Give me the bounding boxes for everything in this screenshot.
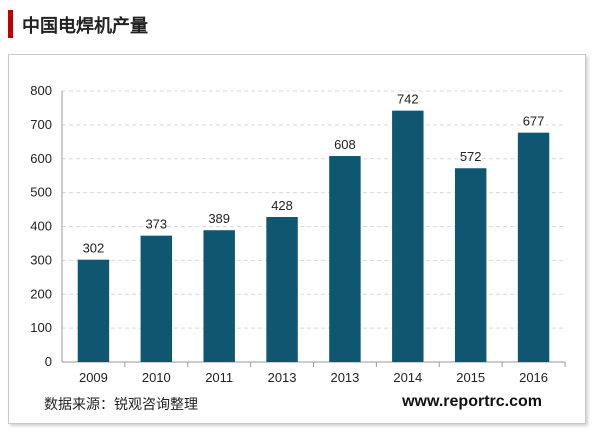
y-tick-label: 500 bbox=[30, 185, 52, 200]
website-link[interactable]: www.reportrc.com bbox=[402, 393, 542, 410]
title-accent-bar bbox=[8, 10, 13, 38]
y-tick-label: 400 bbox=[30, 219, 52, 234]
page-title: 中国电焊机产量 bbox=[22, 16, 148, 37]
bar bbox=[517, 132, 550, 362]
data-label: 742 bbox=[397, 92, 419, 107]
data-label: 373 bbox=[145, 217, 167, 232]
x-tick-label: 2013 bbox=[268, 370, 297, 385]
data-label: 572 bbox=[460, 149, 482, 164]
y-tick-label: 600 bbox=[30, 151, 52, 166]
data-label: 389 bbox=[208, 211, 230, 226]
bar bbox=[203, 230, 235, 362]
y-tick-label: 700 bbox=[30, 117, 52, 132]
bar bbox=[454, 168, 487, 362]
x-tick-label: 2010 bbox=[142, 370, 171, 385]
bar bbox=[77, 259, 110, 362]
x-tick-label: 2015 bbox=[456, 370, 485, 385]
bar bbox=[329, 156, 361, 362]
bar bbox=[140, 235, 173, 362]
y-tick-label: 200 bbox=[30, 286, 52, 301]
data-label: 428 bbox=[271, 198, 293, 213]
data-label: 677 bbox=[523, 114, 545, 129]
y-tick-label: 300 bbox=[30, 252, 52, 267]
x-tick-label: 2009 bbox=[79, 370, 108, 385]
x-tick-label: 2014 bbox=[393, 370, 422, 385]
y-tick-label: 100 bbox=[30, 320, 52, 335]
data-label: 608 bbox=[334, 137, 356, 152]
y-tick-label: 0 bbox=[45, 354, 52, 369]
data-source-note: 数据来源：锐观咨询整理 bbox=[44, 397, 198, 413]
x-tick-label: 2013 bbox=[330, 370, 359, 385]
x-tick-label: 2011 bbox=[205, 370, 233, 385]
x-tick-label: 2016 bbox=[519, 370, 548, 385]
bar bbox=[392, 110, 424, 363]
bar bbox=[266, 217, 298, 362]
y-tick-label: 800 bbox=[30, 83, 52, 98]
data-label: 302 bbox=[83, 241, 105, 256]
